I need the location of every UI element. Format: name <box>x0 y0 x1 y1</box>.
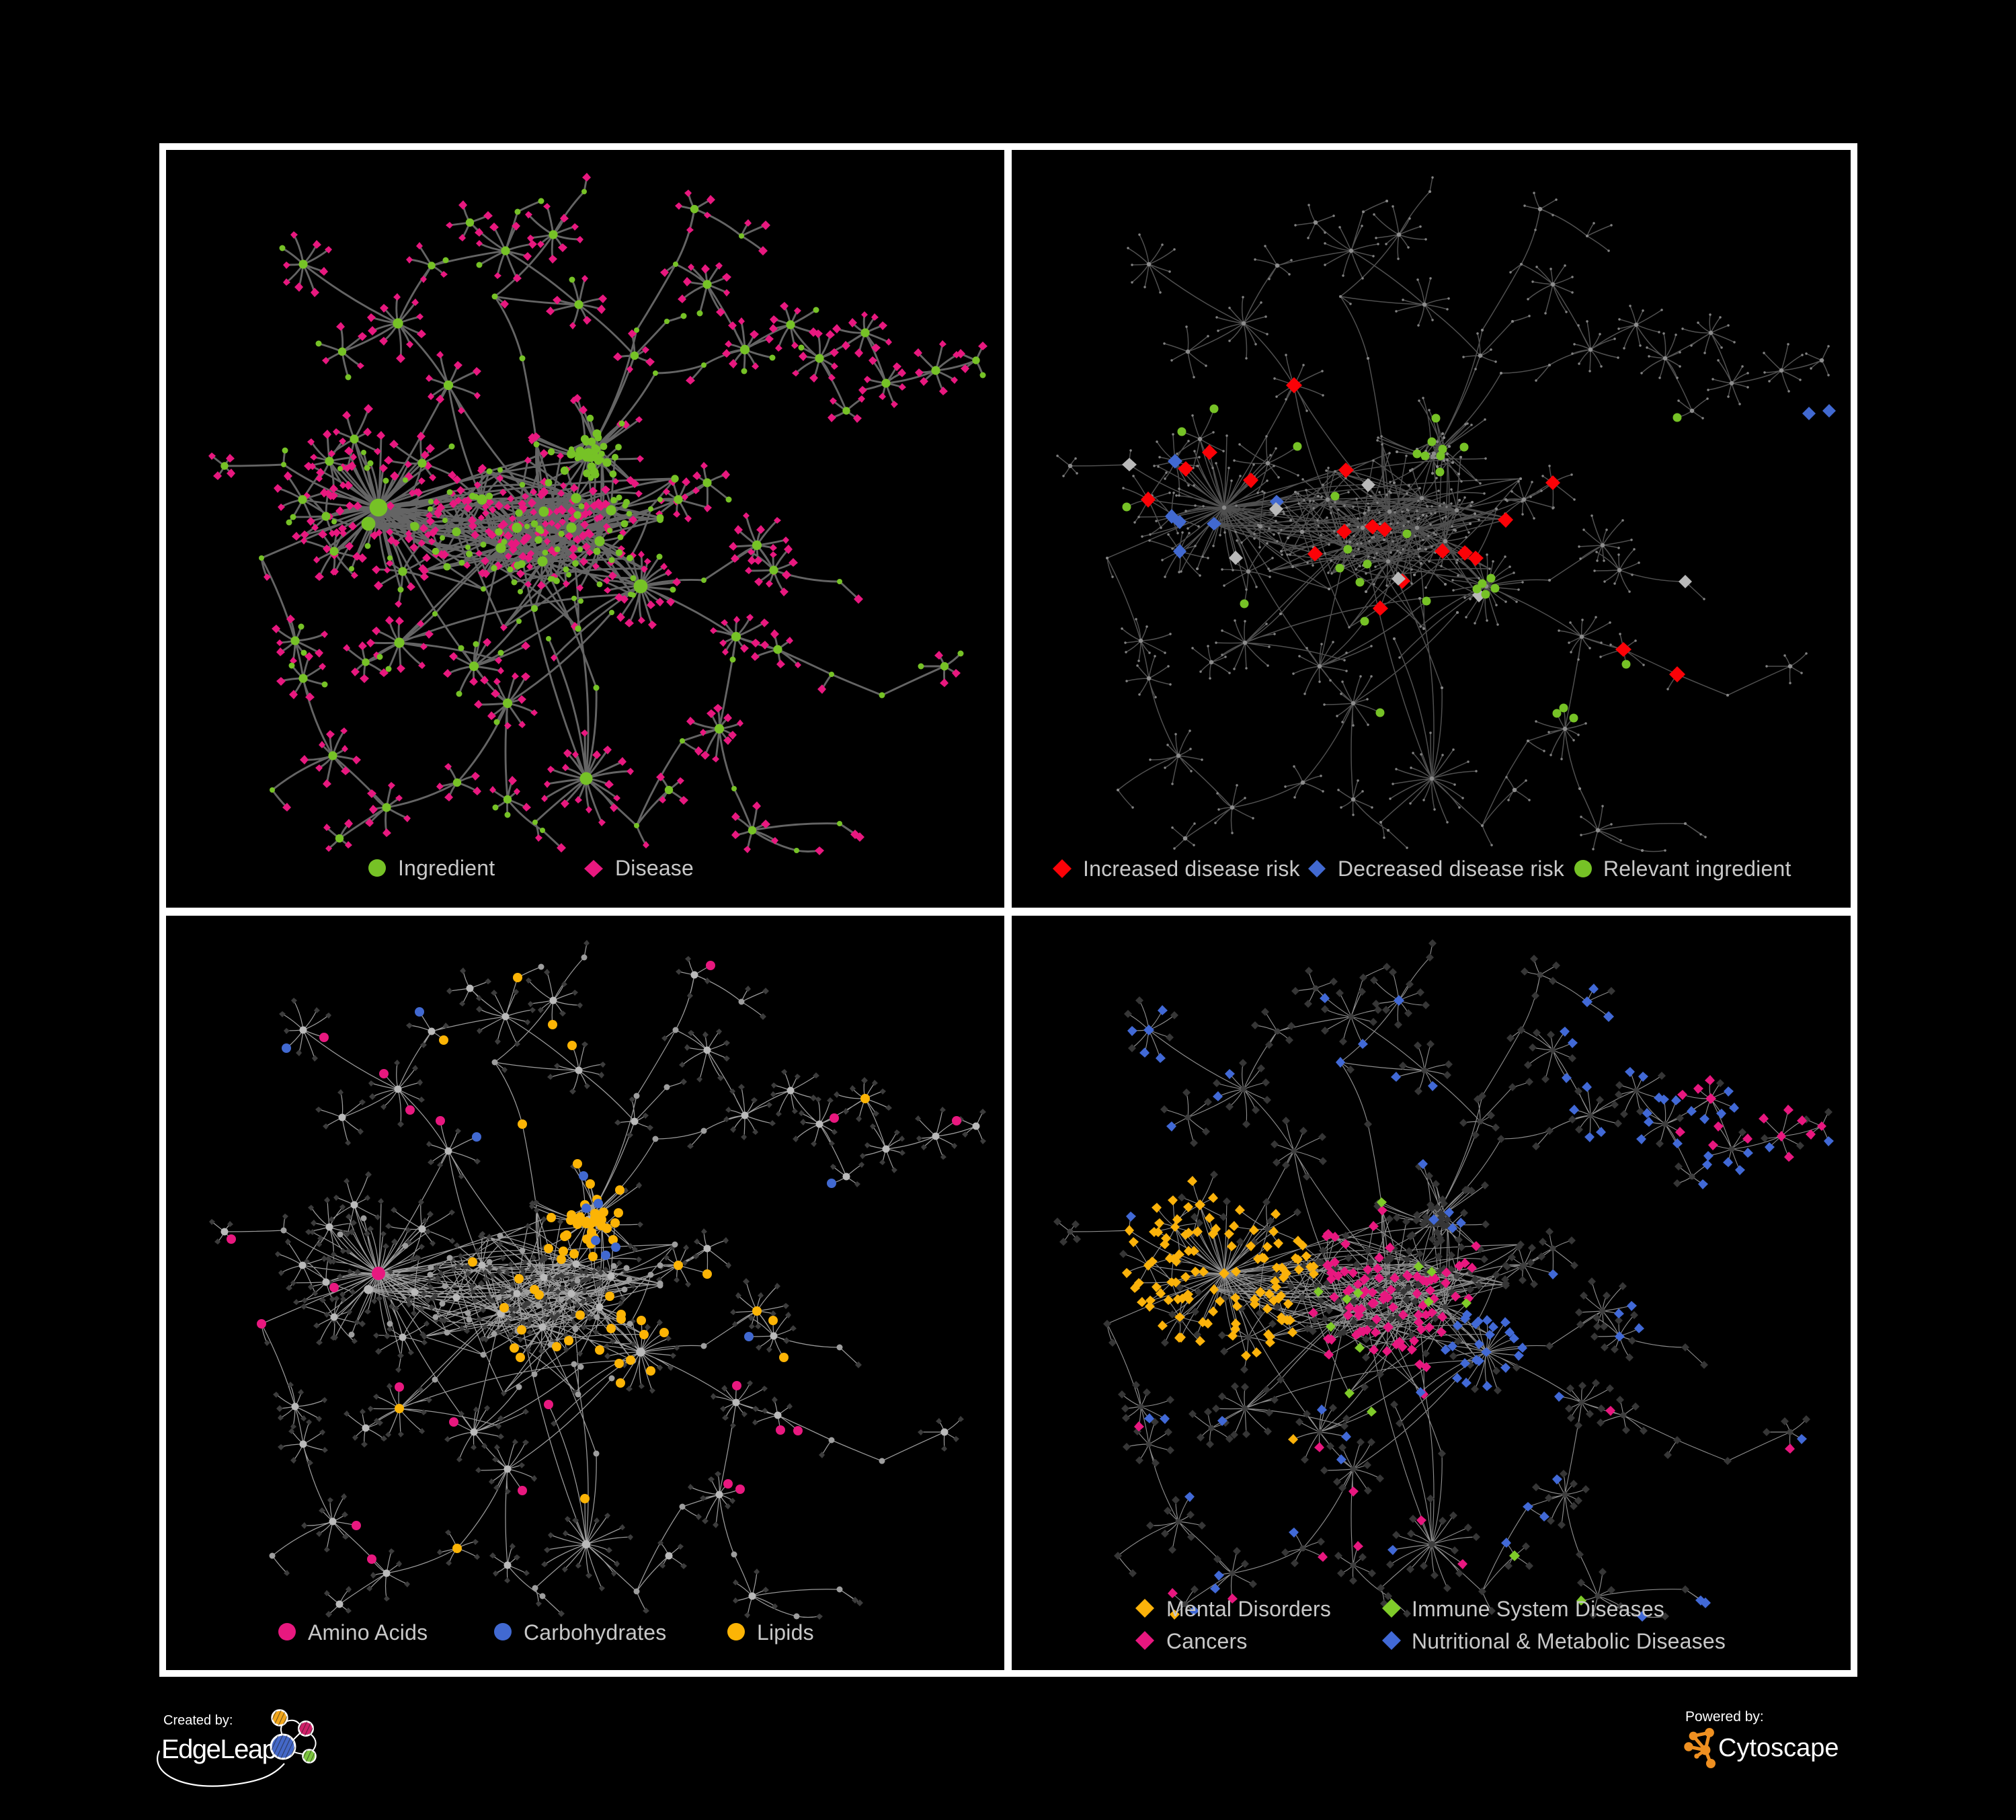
svg-text:Immune System Diseases: Immune System Diseases <box>1412 1597 1664 1621</box>
svg-text:Cytoscape: Cytoscape <box>1718 1734 1839 1762</box>
svg-text:Created by:: Created by: <box>163 1713 233 1728</box>
svg-text:Increased disease risk: Increased disease risk <box>1083 857 1301 881</box>
svg-text:EdgeLeap: EdgeLeap <box>161 1735 276 1764</box>
svg-text:Nutritional & Metabolic Diseas: Nutritional & Metabolic Diseases <box>1412 1629 1726 1653</box>
svg-text:Relevant ingredient: Relevant ingredient <box>1603 857 1791 881</box>
svg-text:Cancers: Cancers <box>1166 1629 1248 1653</box>
svg-text:Carbohydrates: Carbohydrates <box>524 1620 667 1645</box>
svg-text:Ingredient: Ingredient <box>398 856 495 880</box>
svg-text:Amino Acids: Amino Acids <box>308 1620 428 1645</box>
svg-text:Disease: Disease <box>615 856 694 880</box>
svg-text:Mental Disorders: Mental Disorders <box>1166 1597 1331 1621</box>
svg-text:Powered by:: Powered by: <box>1685 1709 1764 1725</box>
svg-text:Decreased disease risk: Decreased disease risk <box>1338 857 1565 881</box>
svg-text:Lipids: Lipids <box>757 1620 814 1645</box>
